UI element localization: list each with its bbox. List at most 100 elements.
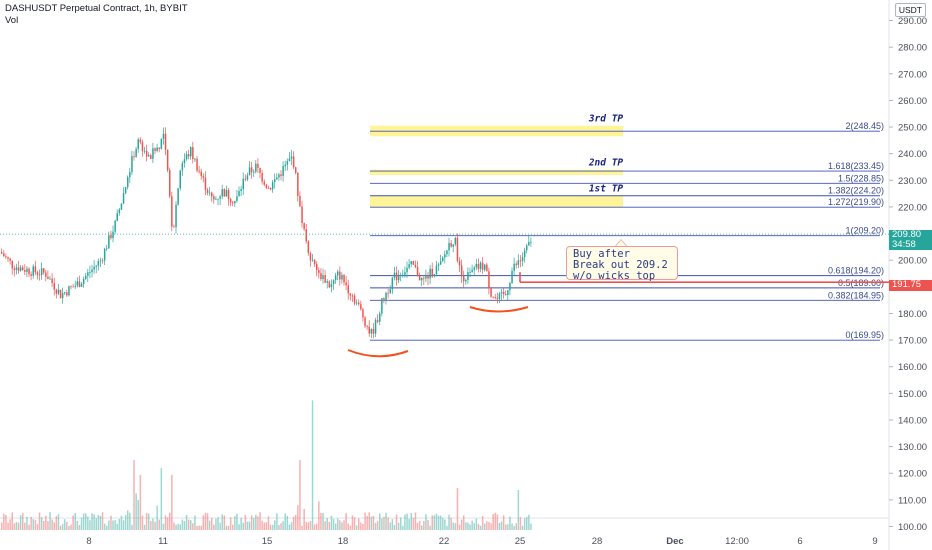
candle-body (17, 267, 20, 271)
candle-body (305, 229, 307, 242)
volume-bar (421, 525, 423, 530)
candle-body (437, 264, 440, 266)
volume-bar (95, 518, 97, 530)
volume-bar (486, 521, 488, 530)
volume-bar (473, 523, 475, 530)
candle-body (204, 177, 207, 190)
volume-bar (412, 517, 415, 530)
volume-bar (261, 520, 263, 530)
volume-bar (460, 519, 463, 530)
volume-bar (305, 521, 307, 530)
candle-body (47, 276, 49, 280)
volume-bar (127, 510, 129, 530)
time-tick-label: 12:00 (725, 536, 749, 547)
price-tick-label: 260.00 (898, 96, 927, 107)
candle-body (110, 235, 112, 239)
volume-bar (7, 522, 9, 530)
candle-body (376, 320, 379, 322)
candle-body (129, 172, 131, 178)
candle-body (395, 272, 398, 281)
candle-body (173, 226, 175, 228)
volume-bar (397, 522, 400, 530)
volume-bar (521, 525, 524, 530)
candle-body (240, 189, 242, 192)
candle-body (421, 277, 423, 281)
candle-body (229, 199, 232, 203)
candle-body (221, 189, 223, 197)
tp-label: 2nd TP (588, 158, 624, 169)
fib-label: 1.618(233.45) (828, 161, 884, 171)
volume-bar (185, 515, 188, 530)
candle-body (3, 253, 5, 257)
time-tick-label: 22 (439, 536, 450, 547)
volume-bar (116, 523, 118, 530)
candle-body (372, 329, 375, 334)
volume-bar (467, 522, 469, 530)
candle-body (456, 237, 459, 261)
volume-bar (301, 525, 303, 530)
price-tick-label: 110.00 (898, 495, 926, 506)
candle-body (332, 280, 335, 285)
volume-bar (1, 522, 3, 530)
candle-body (246, 175, 249, 180)
volume-bar (307, 522, 310, 530)
currency-button[interactable]: USDT (894, 3, 926, 17)
volume-bar (49, 512, 51, 530)
candle-body (68, 286, 70, 296)
volume-bar (366, 515, 368, 530)
volume-bar (444, 519, 446, 530)
candle-body (435, 265, 438, 274)
volume-bar (106, 525, 108, 530)
volume-bar (372, 515, 375, 530)
volume-bar (234, 516, 236, 530)
volume-bar (519, 517, 522, 530)
trade-note[interactable]: Buy after Break out 209.2 w/o wicks top (566, 246, 678, 282)
candle-body (206, 189, 209, 193)
candle-body (179, 170, 181, 189)
candle-body (433, 273, 436, 277)
volume-bar (248, 521, 251, 530)
candle-body (410, 261, 412, 265)
candle-body (106, 248, 108, 250)
time-tick-label: 15 (262, 536, 273, 547)
volume-bar (133, 460, 135, 530)
candle-body (280, 174, 282, 176)
candle-body (379, 313, 381, 322)
candle-body (370, 329, 373, 334)
volume-bar (471, 520, 473, 530)
fib-label: 1.5(228.85) (838, 173, 884, 183)
candle-body (40, 268, 43, 275)
candle-body (202, 176, 205, 178)
candle-body (200, 171, 202, 177)
volume-bar (192, 523, 194, 530)
volume-bar (320, 512, 322, 530)
fib-label: 0.618(194.20) (828, 266, 884, 276)
candle-body (316, 264, 318, 271)
candle-body (366, 326, 368, 327)
time-tick-label: 11 (158, 536, 168, 547)
candle-body (1, 252, 3, 254)
volume-bar (276, 513, 278, 530)
volume-bar (347, 523, 349, 530)
volume-bar (68, 525, 70, 530)
candle-body (385, 292, 387, 301)
candle-body (488, 271, 490, 288)
volume-bar (526, 517, 528, 530)
volume-bar (408, 518, 410, 530)
candle-body (19, 267, 22, 271)
volume-bar (118, 518, 121, 530)
candle-body (152, 148, 154, 159)
volume-bar (13, 523, 16, 530)
candle-body (28, 268, 30, 275)
candle-body (57, 289, 60, 294)
volume-bar (11, 512, 13, 530)
candle-body (78, 281, 81, 287)
candle-body (284, 164, 286, 167)
volume-bar (490, 523, 492, 530)
candle-body (528, 241, 530, 246)
volume-bar (530, 523, 532, 530)
volume-bar (171, 475, 173, 530)
candle-body (458, 260, 461, 266)
volume-bar (395, 514, 398, 530)
